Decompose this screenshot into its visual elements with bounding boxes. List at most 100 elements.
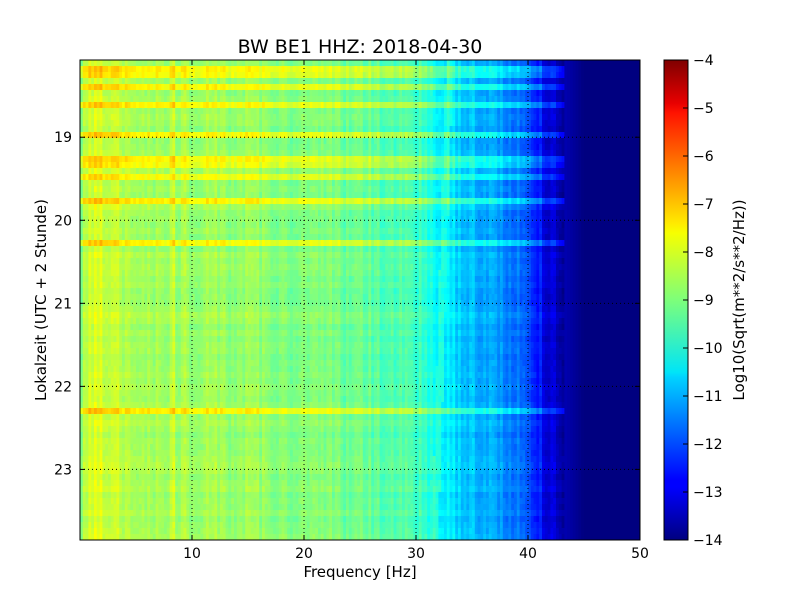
heat-cell <box>124 174 129 181</box>
heat-cell <box>385 204 389 211</box>
heat-cell <box>346 108 350 115</box>
heat-cell <box>91 156 95 163</box>
heat-cell <box>584 72 588 79</box>
heat-cell <box>320 180 325 187</box>
heat-cell <box>88 204 92 211</box>
heat-cell <box>466 162 470 169</box>
heat-cell <box>595 198 599 205</box>
heat-cell <box>371 204 375 211</box>
heat-cell <box>200 66 204 73</box>
heat-cell <box>446 132 451 139</box>
heat-cell <box>136 198 140 205</box>
heat-cell <box>329 120 333 127</box>
heat-cell <box>130 180 134 187</box>
heat-cell <box>320 132 325 139</box>
heat-cell <box>315 120 319 127</box>
heat-cell <box>376 90 381 97</box>
heat-cell <box>180 174 185 181</box>
heat-cell <box>623 60 627 67</box>
heat-cell <box>491 204 495 211</box>
heat-cell <box>452 138 456 145</box>
heat-cell <box>340 66 344 73</box>
heat-cell <box>514 90 518 97</box>
heat-cell <box>88 90 92 97</box>
heat-cell <box>589 180 593 187</box>
heat-cell <box>292 132 297 139</box>
heat-cell <box>290 156 294 163</box>
heat-cell <box>491 126 495 133</box>
heat-cell <box>452 72 456 79</box>
heat-cell <box>113 132 117 139</box>
heat-cell <box>234 192 238 199</box>
heat-cell <box>309 96 313 103</box>
heat-cell <box>99 192 103 199</box>
heat-cell <box>82 198 87 205</box>
heat-cell <box>581 114 585 121</box>
heat-cell <box>379 174 383 181</box>
heat-cell <box>127 72 131 79</box>
heat-cell <box>186 192 190 199</box>
heat-cell <box>351 144 355 151</box>
heat-cell <box>273 150 277 157</box>
heat-cell <box>631 126 635 133</box>
heat-cell <box>533 72 537 79</box>
heat-cell <box>141 174 145 181</box>
heat-cell <box>147 126 151 133</box>
heat-cell <box>362 96 367 103</box>
heat-cell <box>183 60 187 67</box>
heat-cell <box>225 102 229 109</box>
heat-cell <box>228 192 232 199</box>
heat-cell <box>500 198 504 205</box>
heat-cell <box>603 150 607 157</box>
heat-cell <box>620 156 624 163</box>
heat-cell <box>141 144 145 151</box>
heat-cell <box>519 186 523 193</box>
heat-cell <box>80 174 84 181</box>
heat-cell <box>357 138 361 145</box>
heat-cell <box>248 150 252 157</box>
heat-cell <box>203 108 207 115</box>
heat-cell <box>113 180 117 187</box>
heat-cell <box>287 120 291 127</box>
heat-cell <box>385 90 389 97</box>
heat-cell <box>334 114 339 121</box>
heat-cell <box>494 186 498 193</box>
heat-cell <box>598 186 602 193</box>
heat-cell <box>603 60 607 67</box>
heat-cell <box>357 120 361 127</box>
heat-cell <box>575 174 579 181</box>
heat-cell <box>197 150 201 157</box>
heat-cell <box>197 84 201 91</box>
heat-cell <box>124 120 129 127</box>
heat-cell <box>623 138 627 145</box>
heat-cell <box>127 204 131 211</box>
heat-cell <box>544 108 549 115</box>
heat-cell <box>155 198 159 205</box>
heat-cell <box>438 114 442 121</box>
heat-cell <box>225 174 229 181</box>
heat-cell <box>486 180 490 187</box>
heat-cell <box>480 60 484 67</box>
heat-cell <box>354 174 358 181</box>
heat-cell <box>192 120 196 127</box>
heat-cell <box>421 120 425 127</box>
heat-cell <box>362 66 367 73</box>
heat-cell <box>544 66 549 73</box>
heat-cell <box>304 138 308 145</box>
heat-cell <box>525 138 529 145</box>
heat-cell <box>617 66 621 73</box>
heat-cell <box>287 186 291 193</box>
heat-cell <box>598 126 602 133</box>
heat-cell <box>558 72 563 79</box>
heat-cell <box>452 78 456 85</box>
heat-cell <box>192 174 196 181</box>
heat-cell <box>88 162 92 169</box>
heat-cell <box>449 108 453 115</box>
heat-cell <box>178 90 182 97</box>
heat-cell <box>626 60 630 67</box>
heat-cell <box>152 78 157 85</box>
heat-cell <box>203 114 207 121</box>
heat-cell <box>435 96 439 103</box>
heat-cell <box>435 72 439 79</box>
heat-cell <box>309 108 313 115</box>
